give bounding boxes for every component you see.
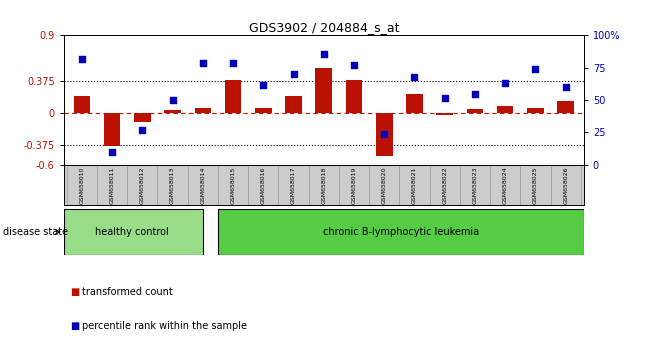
Text: GSM658012: GSM658012 — [140, 166, 145, 204]
Bar — [104, 113, 120, 146]
Bar — [558, 101, 574, 113]
Text: GSM658023: GSM658023 — [472, 166, 478, 204]
Bar — [67, 165, 97, 205]
Bar — [550, 165, 580, 205]
Text: ■: ■ — [70, 287, 80, 297]
Text: GSM658016: GSM658016 — [261, 166, 266, 204]
Point — [107, 149, 117, 155]
Bar — [460, 165, 490, 205]
Text: disease state: disease state — [3, 227, 68, 237]
Point — [409, 74, 420, 80]
Bar — [195, 108, 211, 113]
Point — [500, 80, 511, 86]
Bar — [285, 96, 302, 113]
Bar — [309, 165, 339, 205]
Text: percentile rank within the sample: percentile rank within the sample — [82, 321, 247, 331]
Bar — [225, 80, 242, 113]
Bar — [248, 165, 278, 205]
Bar — [429, 165, 460, 205]
Text: GSM658020: GSM658020 — [382, 166, 386, 204]
Text: GSM658021: GSM658021 — [412, 166, 417, 204]
Text: ■: ■ — [70, 321, 80, 331]
Bar — [466, 109, 483, 113]
Bar — [490, 165, 520, 205]
Bar — [315, 68, 332, 113]
Text: GSM658014: GSM658014 — [201, 166, 205, 204]
Point — [167, 97, 178, 103]
Bar — [399, 165, 429, 205]
Text: GSM658013: GSM658013 — [170, 166, 175, 204]
Bar — [97, 165, 127, 205]
Bar — [127, 165, 158, 205]
Bar — [158, 165, 188, 205]
Bar — [74, 96, 90, 113]
Text: GSM658019: GSM658019 — [352, 166, 356, 204]
Bar — [346, 80, 362, 113]
Point — [227, 60, 238, 65]
Bar — [64, 209, 203, 255]
Bar — [369, 165, 399, 205]
Bar — [497, 106, 513, 113]
Text: GSM658011: GSM658011 — [109, 166, 115, 204]
Title: GDS3902 / 204884_s_at: GDS3902 / 204884_s_at — [248, 21, 399, 34]
Text: transformed count: transformed count — [82, 287, 172, 297]
Text: GSM658025: GSM658025 — [533, 166, 538, 204]
Point — [440, 95, 450, 101]
Point — [530, 66, 541, 72]
Point — [288, 72, 299, 77]
Text: GSM658018: GSM658018 — [321, 166, 326, 204]
Text: chronic B-lymphocytic leukemia: chronic B-lymphocytic leukemia — [323, 227, 479, 237]
Bar — [376, 113, 393, 156]
Text: GSM658017: GSM658017 — [291, 166, 296, 204]
Bar — [134, 113, 151, 122]
Bar — [436, 113, 453, 115]
Text: healthy control: healthy control — [95, 227, 168, 237]
Bar — [188, 165, 218, 205]
Text: GSM658010: GSM658010 — [79, 166, 85, 204]
Bar — [339, 165, 369, 205]
Bar — [278, 165, 309, 205]
Point — [349, 62, 360, 68]
Bar — [527, 108, 544, 113]
Point — [76, 56, 87, 62]
Text: GSM658022: GSM658022 — [442, 166, 447, 204]
Point — [258, 82, 268, 87]
Point — [379, 131, 390, 137]
Point — [560, 84, 571, 90]
Point — [197, 60, 208, 65]
Bar — [255, 108, 272, 113]
Text: GSM658015: GSM658015 — [231, 166, 236, 204]
Bar — [218, 165, 248, 205]
Bar — [520, 165, 550, 205]
Bar — [164, 110, 181, 113]
Bar — [218, 209, 584, 255]
Bar — [406, 94, 423, 113]
Point — [137, 127, 148, 133]
Text: GSM658026: GSM658026 — [563, 166, 568, 204]
Point — [318, 51, 329, 56]
Point — [470, 91, 480, 97]
Text: GSM658024: GSM658024 — [503, 166, 508, 204]
